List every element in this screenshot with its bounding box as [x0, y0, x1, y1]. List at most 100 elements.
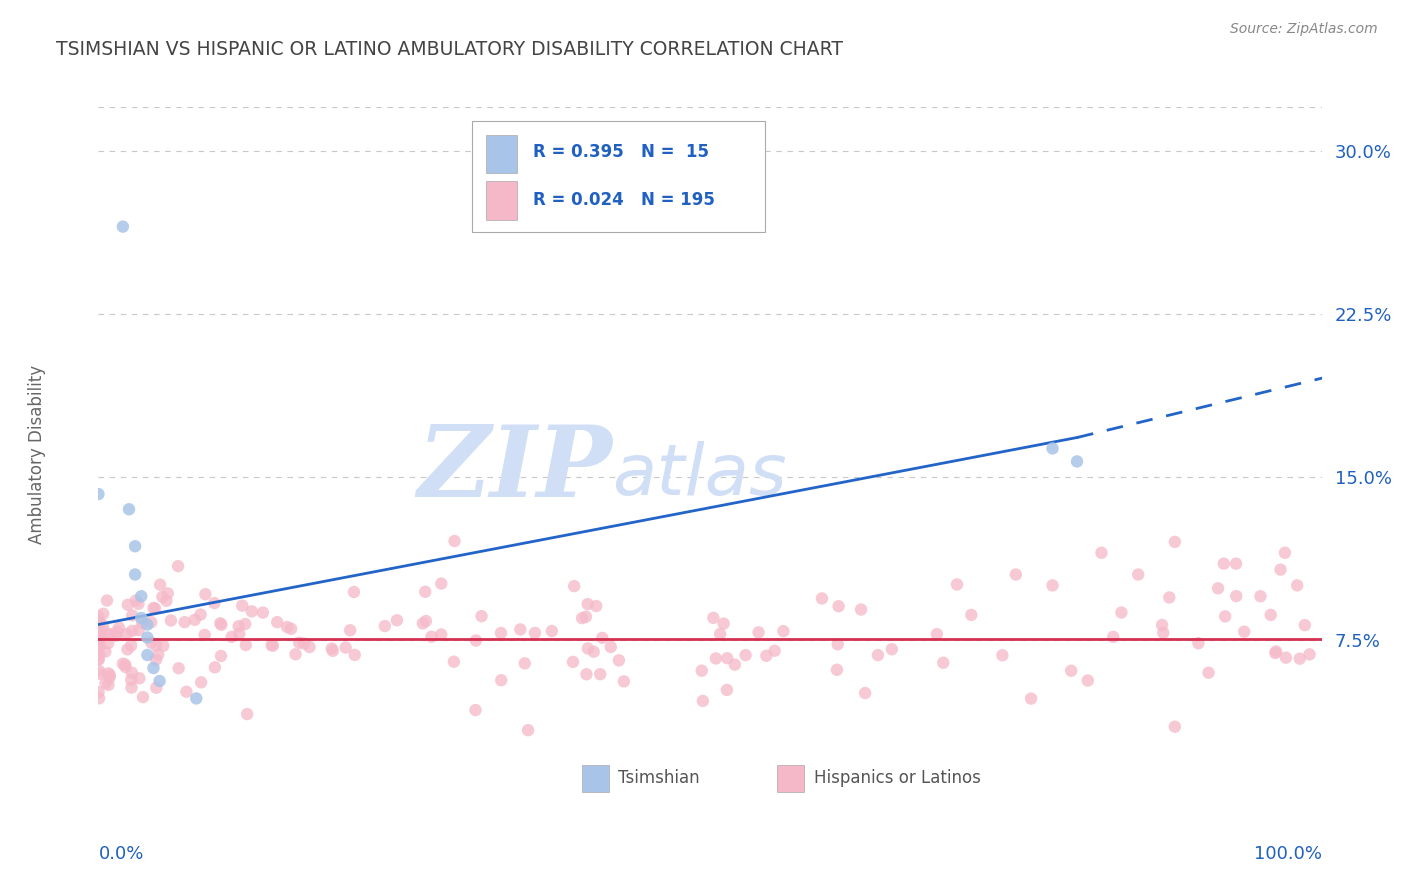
Point: [1264, 646, 1286, 660]
Point: [288, 636, 311, 650]
Point: [114, 657, 136, 672]
Point: [591, 631, 613, 645]
Point: [1213, 609, 1236, 624]
Point: [599, 640, 621, 654]
Point: [322, 644, 344, 658]
Point: [233, 617, 256, 632]
Point: [136, 631, 159, 645]
Text: 100.0%: 100.0%: [1254, 845, 1322, 863]
Point: [111, 657, 134, 671]
Point: [430, 576, 453, 591]
Point: [575, 667, 598, 681]
Point: [141, 635, 163, 649]
Point: [343, 648, 366, 662]
Point: [464, 633, 486, 648]
Point: [89, 639, 111, 653]
Point: [585, 599, 607, 613]
Point: [240, 604, 263, 618]
Point: [443, 534, 465, 549]
Point: [443, 655, 465, 669]
Point: [97, 636, 120, 650]
Point: [114, 660, 136, 674]
Point: [1152, 618, 1174, 632]
Point: [194, 587, 217, 601]
Point: [89, 667, 111, 681]
Point: [190, 607, 212, 622]
Point: [1164, 720, 1187, 734]
Point: [125, 593, 148, 607]
Point: [1274, 546, 1296, 560]
Text: R = 0.395   N =  15: R = 0.395 N = 15: [533, 144, 709, 161]
Point: [1187, 636, 1209, 650]
Point: [734, 648, 756, 662]
Point: [209, 648, 232, 663]
FancyBboxPatch shape: [486, 181, 517, 219]
Point: [136, 617, 159, 632]
Point: [176, 684, 198, 698]
Point: [339, 624, 361, 638]
Point: [702, 611, 724, 625]
Point: [1225, 589, 1247, 603]
Point: [321, 641, 343, 656]
Point: [266, 615, 288, 629]
Point: [713, 616, 735, 631]
Point: [853, 686, 876, 700]
Point: [87, 652, 110, 666]
Point: [149, 577, 172, 591]
Point: [87, 609, 110, 624]
Point: [120, 639, 142, 653]
Point: [825, 663, 848, 677]
Point: [184, 613, 207, 627]
Point: [866, 648, 889, 662]
Point: [1298, 648, 1320, 662]
Point: [517, 723, 540, 738]
Point: [1275, 650, 1298, 665]
Point: [124, 567, 146, 582]
Point: [87, 628, 110, 642]
Point: [228, 626, 250, 640]
Point: [124, 539, 146, 553]
Point: [98, 668, 121, 682]
Point: [231, 599, 253, 613]
Point: [155, 594, 177, 608]
Point: [755, 648, 778, 663]
Point: [143, 601, 166, 615]
Text: Source: ZipAtlas.com: Source: ZipAtlas.com: [1230, 22, 1378, 37]
Point: [489, 626, 512, 640]
Point: [118, 502, 141, 516]
Point: [763, 644, 786, 658]
Point: [1077, 673, 1099, 688]
Point: [562, 655, 585, 669]
Point: [1225, 557, 1247, 571]
Text: R = 0.024   N = 195: R = 0.024 N = 195: [533, 191, 714, 209]
Point: [1111, 606, 1133, 620]
Point: [575, 609, 598, 624]
Point: [1152, 625, 1174, 640]
Point: [167, 559, 190, 574]
Point: [827, 599, 849, 614]
Point: [1042, 578, 1064, 592]
FancyBboxPatch shape: [471, 121, 765, 232]
Point: [1288, 651, 1310, 665]
Point: [94, 676, 117, 690]
Point: [145, 639, 167, 653]
Point: [152, 590, 174, 604]
Point: [87, 652, 110, 666]
Point: [89, 648, 111, 662]
Point: [1042, 442, 1064, 456]
Point: [1159, 591, 1181, 605]
Point: [121, 681, 143, 695]
Point: [160, 614, 183, 628]
Point: [145, 653, 167, 667]
Point: [1060, 664, 1083, 678]
Text: TSIMSHIAN VS HISPANIC OR LATINO AMBULATORY DISABILITY CORRELATION CHART: TSIMSHIAN VS HISPANIC OR LATINO AMBULATO…: [56, 40, 844, 59]
Point: [209, 616, 232, 631]
Point: [276, 620, 298, 634]
Point: [827, 637, 849, 651]
Point: [148, 648, 170, 662]
Point: [186, 691, 208, 706]
Text: 0.0%: 0.0%: [98, 845, 143, 863]
Point: [880, 642, 903, 657]
Point: [292, 636, 315, 650]
Point: [716, 651, 738, 665]
